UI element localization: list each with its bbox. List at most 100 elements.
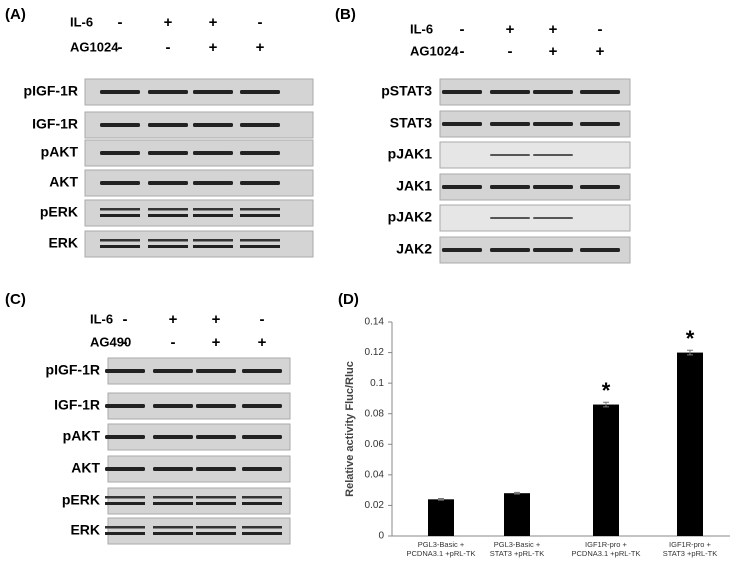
band (196, 369, 236, 373)
treatment-sign: - (260, 311, 265, 328)
band (105, 496, 145, 499)
bar (593, 404, 619, 536)
band (193, 181, 233, 185)
band (196, 435, 236, 439)
band (490, 122, 530, 126)
band (193, 123, 233, 127)
blot-label: pSTAT3 (381, 83, 432, 99)
error-bar (603, 401, 609, 408)
band (442, 122, 482, 126)
treatment-sign: + (506, 21, 515, 38)
error-bar (514, 491, 520, 495)
blot-label: pIGF-1R (46, 362, 100, 378)
treatment-sign: - (123, 311, 128, 328)
treatment-sign: + (596, 43, 605, 60)
y-tick-label: 0.02 (365, 500, 385, 511)
treatment-sign: + (549, 43, 558, 60)
band (153, 532, 193, 535)
band (580, 248, 620, 252)
treatment-sign: + (212, 334, 221, 351)
treatment-label: IL-6 (70, 14, 93, 29)
band (105, 526, 145, 529)
band (196, 467, 236, 471)
blot-label: AKT (49, 174, 78, 190)
treatment-sign: + (209, 14, 218, 31)
blot-label: pERK (40, 204, 78, 220)
band (490, 185, 530, 189)
x-tick-label: IGF1R-pro + PCDNA3.1 +pRL-TK (571, 540, 641, 558)
band (580, 90, 620, 94)
band (193, 208, 233, 211)
band (196, 526, 236, 529)
treatment-label: IL-6 (410, 21, 433, 36)
band (240, 90, 280, 94)
treatment-sign: - (460, 43, 465, 60)
band (240, 245, 280, 248)
band (153, 496, 193, 499)
band (153, 404, 193, 408)
band (240, 123, 280, 127)
panel-label: (D) (338, 291, 359, 308)
y-tick-label: 0.1 (370, 378, 384, 389)
band (533, 122, 573, 126)
band (153, 369, 193, 373)
treatment-sign: - (171, 334, 176, 351)
band (148, 123, 188, 127)
treatment-sign: + (212, 311, 221, 328)
error-bar (687, 349, 693, 356)
treatment-sign: - (598, 21, 603, 38)
band (153, 502, 193, 505)
band (533, 90, 573, 94)
band (193, 90, 233, 94)
blot-label: pERK (62, 492, 100, 508)
blot-label: ERK (70, 522, 100, 538)
treatment-sign: - (460, 21, 465, 38)
band (105, 404, 145, 408)
band (153, 467, 193, 471)
blot-label: IGF-1R (54, 397, 100, 413)
blot-label: pJAK1 (388, 146, 433, 162)
band (105, 369, 145, 373)
band (490, 248, 530, 252)
band (242, 502, 282, 505)
band (148, 90, 188, 94)
y-tick-label: 0.06 (365, 439, 385, 450)
blot-strip (107, 517, 291, 545)
band (100, 151, 140, 155)
blot-label: pAKT (63, 428, 101, 444)
band (196, 502, 236, 505)
band (490, 217, 530, 219)
band (240, 151, 280, 155)
band (442, 185, 482, 189)
band (442, 248, 482, 252)
band (242, 532, 282, 535)
band (196, 496, 236, 499)
band (240, 239, 280, 242)
y-axis-label: Relative activity Fluc/Rluc (344, 361, 356, 497)
blot-label: JAK2 (396, 241, 432, 257)
band (580, 122, 620, 126)
panel-label: (B) (335, 6, 356, 23)
band (533, 185, 573, 189)
y-tick-label: 0.12 (365, 347, 385, 358)
blot-label: JAK1 (396, 178, 432, 194)
band (153, 435, 193, 439)
band (240, 214, 280, 217)
treatment-label: AG1024 (70, 39, 119, 54)
band (242, 496, 282, 499)
band (196, 404, 236, 408)
band (242, 435, 282, 439)
band (148, 239, 188, 242)
band (242, 467, 282, 471)
panel-label: (C) (5, 291, 26, 308)
band (153, 526, 193, 529)
treatment-sign: + (549, 21, 558, 38)
band (533, 217, 573, 219)
blot-strip (84, 199, 314, 227)
band (105, 532, 145, 535)
y-tick-label: 0.04 (365, 469, 385, 480)
treatment-label: IL-6 (90, 311, 113, 326)
band (193, 151, 233, 155)
